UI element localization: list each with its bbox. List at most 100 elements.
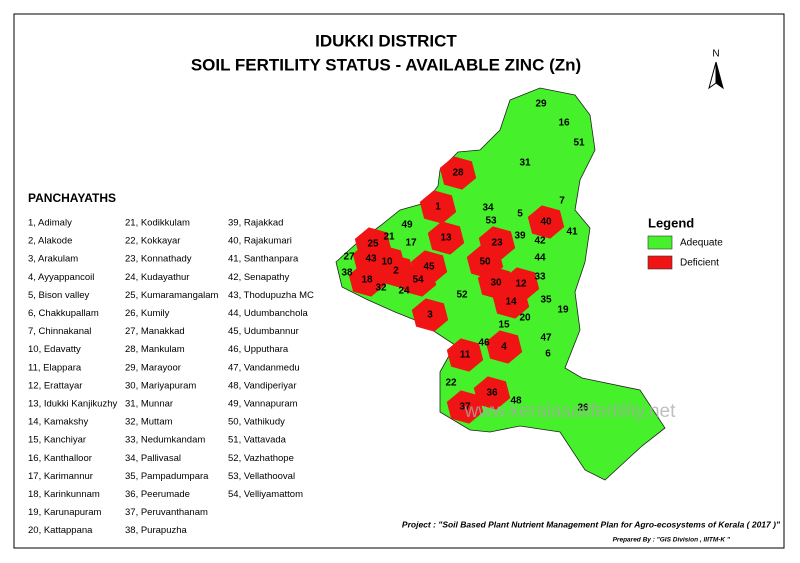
legend-title: Legend	[648, 215, 694, 230]
panchayath-item: 34, Pallivasal	[125, 453, 181, 464]
panchayath-item: 36, Peerumade	[125, 489, 190, 500]
prepared-by: Prepared By : "GIS Division , IIITM-K "	[613, 537, 731, 544]
legend-swatch	[647, 255, 673, 270]
region-label: 22	[445, 378, 457, 389]
panchayath-item: 46, Upputhara	[228, 344, 289, 355]
region-label: 45	[423, 262, 435, 273]
arrow-left	[708, 61, 717, 90]
region-label: 46	[478, 338, 490, 349]
region-label: 25	[367, 239, 379, 250]
arrow-right	[715, 61, 724, 90]
region-label: 35	[540, 295, 552, 306]
panchayath-item: 6, Chakkupallam	[28, 308, 99, 319]
panchayath-item: 3, Arakulam	[28, 254, 78, 265]
region-label: 30	[490, 278, 502, 289]
region-label: 34	[482, 203, 494, 214]
region-label: 44	[534, 253, 546, 264]
region-label: 5	[517, 209, 523, 220]
north-label: N	[712, 49, 719, 60]
panchayath-item: 21, Kodikkulam	[125, 218, 190, 229]
region-label: 42	[534, 236, 546, 247]
region-label: 12	[515, 279, 527, 290]
panchayath-item: 22, Kokkayar	[125, 236, 180, 247]
panchayath-item: 38, Purapuzha	[125, 525, 188, 536]
panchayath-item: 48, Vandiperiyar	[228, 380, 296, 391]
sheet-border	[13, 13, 785, 549]
region-label: 39	[514, 231, 526, 242]
panchayath-item: 19, Karunapuram	[28, 507, 101, 518]
region-label: 36	[486, 388, 498, 399]
title-line2: SOIL FERTILITY STATUS - AVAILABLE ZINC (…	[191, 55, 581, 74]
panchayath-item: 44, Udumbanchola	[228, 308, 308, 319]
legend-swatch	[647, 235, 673, 250]
region-label: 54	[412, 275, 424, 286]
region-label: 23	[491, 238, 503, 249]
panchayath-item: 45, Udumbannur	[228, 326, 299, 337]
region-label: 3	[427, 310, 433, 321]
region-label: 52	[456, 290, 468, 301]
region-label: 21	[383, 232, 395, 243]
panchayath-item: 13, Idukki Kanjikuzhy	[28, 399, 117, 410]
deficient-region	[527, 205, 565, 239]
region-label: 24	[398, 286, 410, 297]
deficient-region	[446, 338, 484, 372]
panchayath-item: 51, Vattavada	[228, 435, 287, 446]
region-label: 33	[534, 272, 546, 283]
panchayath-item: 27, Manakkad	[125, 326, 185, 337]
panchayath-item: 2, Alakode	[28, 236, 72, 247]
region-label: 10	[381, 257, 393, 268]
region-label: 19	[557, 305, 569, 316]
region-label: 11	[460, 350, 471, 361]
panchayath-item: 32, Muttam	[125, 417, 173, 428]
region-label: 38	[341, 268, 353, 279]
region-label: 49	[401, 220, 413, 231]
panchayath-item: 11, Elappara	[28, 362, 82, 373]
panchayath-item: 49, Vannapuram	[228, 399, 298, 410]
panchayath-item: 7, Chinnakanal	[28, 326, 91, 337]
panchayath-item: 33, Nedumkandam	[125, 435, 205, 446]
panchayath-item: 28, Mankulam	[125, 344, 185, 355]
panchayath-item: 16, Kanthalloor	[28, 453, 92, 464]
panchayath-item: 4, Ayyappancoil	[28, 272, 94, 283]
panchayath-item: 31, Munnar	[125, 399, 173, 410]
region-label: 43	[365, 254, 377, 265]
deficient-region	[485, 330, 523, 364]
region-label: 41	[566, 227, 578, 238]
panchayath-item: 1, Adimaly	[28, 218, 72, 229]
deficient-region	[492, 285, 530, 319]
panchayath-item: 12, Erattayar	[28, 380, 82, 391]
panchayath-item: 25, Kumaramangalam	[125, 290, 219, 301]
panchayath-item: 47, Vandanmedu	[228, 362, 300, 373]
panchayath-item: 35, Pampadumpara	[125, 471, 209, 482]
panchayath-item: 42, Senapathy	[228, 272, 290, 283]
region-label: 51	[573, 138, 585, 149]
deficient-region	[348, 263, 386, 297]
region-label: 29	[535, 99, 547, 110]
deficient-region	[399, 263, 437, 297]
panchayath-item: 20, Kattappana	[28, 525, 93, 536]
panchayath-item: 17, Karimannur	[28, 471, 93, 482]
legend-label: Deficient	[680, 258, 719, 269]
deficient-region	[439, 156, 477, 190]
panchayath-list: 1, Adimaly 2, Alakode 3, Arakulam 4, Ayyapp…	[28, 218, 314, 537]
deficient-region	[411, 298, 449, 332]
region-label: 32	[375, 283, 387, 294]
deficient-region	[419, 190, 457, 224]
region-label: 31	[519, 158, 531, 169]
panchayath-item: 50, Vathikudy	[228, 417, 285, 428]
panchayath-item: 40, Rajakumari	[228, 236, 292, 247]
legend-label: Adequate	[680, 238, 723, 249]
region-label: 53	[485, 216, 497, 227]
region-label: 27	[343, 252, 355, 263]
region-label: 20	[519, 313, 531, 324]
region-label: 16	[558, 118, 570, 129]
legend: Legend Adequate Deficient	[647, 215, 723, 270]
region-label: 17	[405, 238, 417, 249]
panchayath-item: 23, Konnathady	[125, 254, 192, 265]
deficient-areas	[348, 156, 565, 424]
region-label: 4	[501, 342, 507, 353]
